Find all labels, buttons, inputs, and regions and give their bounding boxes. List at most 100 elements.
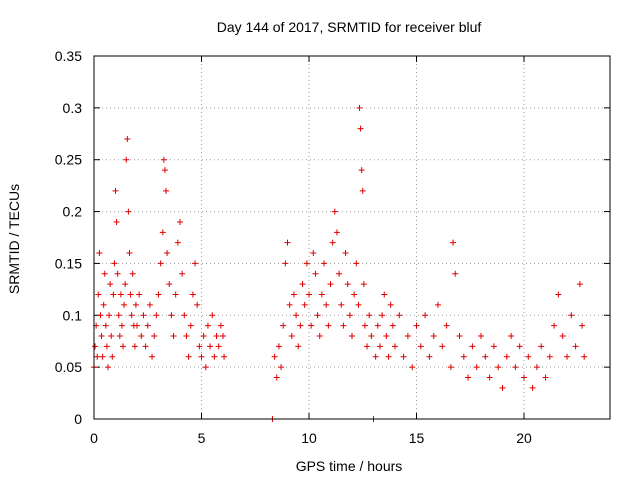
data-point xyxy=(318,291,325,298)
data-point xyxy=(400,353,407,360)
data-point xyxy=(174,239,181,246)
data-point xyxy=(115,312,122,319)
y-tick-label: 0.25 xyxy=(55,152,82,168)
data-point xyxy=(118,322,125,329)
data-point xyxy=(331,208,338,215)
data-point xyxy=(312,270,319,277)
data-point xyxy=(153,312,160,319)
data-point xyxy=(381,291,388,298)
data-point xyxy=(364,343,371,350)
y-tick-label: 0.2 xyxy=(63,204,83,220)
data-point xyxy=(422,312,429,319)
data-point xyxy=(284,239,291,246)
data-point xyxy=(546,353,553,360)
data-point xyxy=(301,301,308,308)
data-point xyxy=(327,281,334,288)
data-point xyxy=(204,322,211,329)
plot-frame xyxy=(93,55,611,420)
data-point xyxy=(499,384,506,391)
data-point xyxy=(213,333,220,340)
data-point xyxy=(290,291,297,298)
data-point xyxy=(344,281,351,288)
data-point xyxy=(168,312,175,319)
data-point xyxy=(409,364,416,371)
data-point xyxy=(273,374,280,381)
data-point xyxy=(576,281,583,288)
data-point xyxy=(533,364,540,371)
data-point xyxy=(340,322,347,329)
data-point xyxy=(110,291,117,298)
data-point xyxy=(521,374,527,381)
data-point xyxy=(417,343,424,350)
data-point xyxy=(353,260,360,267)
data-point xyxy=(361,322,368,329)
data-point xyxy=(99,353,106,360)
data-point xyxy=(342,250,349,257)
data-point xyxy=(102,322,109,329)
x-tick-label: 15 xyxy=(409,430,425,446)
data-point xyxy=(529,384,536,391)
data-point xyxy=(308,322,315,329)
data-point xyxy=(376,343,383,350)
data-point xyxy=(112,187,119,194)
data-point xyxy=(207,343,214,350)
data-point xyxy=(490,343,497,350)
data-point xyxy=(179,270,186,277)
data-point xyxy=(107,281,114,288)
data-point xyxy=(355,301,362,308)
data-point xyxy=(579,322,586,329)
data-point xyxy=(96,250,103,257)
data-point xyxy=(136,291,143,298)
data-point xyxy=(306,291,312,298)
data-point xyxy=(555,291,562,298)
data-point xyxy=(95,291,102,298)
data-point xyxy=(435,301,441,308)
data-point xyxy=(564,353,570,360)
data-point xyxy=(450,239,457,246)
data-point xyxy=(144,322,151,329)
data-point xyxy=(132,301,139,308)
data-point xyxy=(198,353,205,360)
data-point xyxy=(278,364,285,371)
data-point xyxy=(97,312,104,319)
data-point xyxy=(358,167,365,174)
data-point xyxy=(314,312,321,319)
data-point xyxy=(194,301,201,308)
x-tick-label: 5 xyxy=(198,430,206,446)
data-point xyxy=(282,260,289,267)
data-point xyxy=(164,250,171,257)
x-axis-label: GPS time / hours xyxy=(296,458,403,474)
data-point xyxy=(183,333,190,340)
y-axis-label: SRMTID / TECUs xyxy=(6,184,22,294)
data-point xyxy=(196,343,203,350)
data-point xyxy=(202,364,209,371)
data-point xyxy=(473,364,480,371)
data-point xyxy=(321,260,328,267)
data-point xyxy=(383,333,390,340)
data-point xyxy=(149,353,156,360)
y-tick-label: 0.15 xyxy=(55,255,82,271)
y-tick-label: 0.35 xyxy=(55,48,82,64)
data-point xyxy=(221,353,228,360)
data-point xyxy=(103,343,110,350)
data-point xyxy=(121,301,128,308)
data-point xyxy=(108,333,115,340)
data-point xyxy=(123,156,130,163)
data-point xyxy=(280,322,287,329)
data-point xyxy=(161,167,168,174)
data-point xyxy=(396,312,403,319)
data-point xyxy=(482,353,489,360)
data-point xyxy=(111,260,118,267)
data-point xyxy=(516,343,523,350)
data-point xyxy=(325,322,332,329)
data-point xyxy=(404,333,411,340)
data-point xyxy=(106,312,113,319)
data-point xyxy=(359,187,366,194)
x-tick-label: 0 xyxy=(90,430,98,446)
data-point xyxy=(125,208,132,215)
data-point xyxy=(275,343,282,350)
data-point xyxy=(286,301,293,308)
y-tick-label: 0.3 xyxy=(63,100,83,116)
y-tick-label: 0.05 xyxy=(55,359,82,375)
